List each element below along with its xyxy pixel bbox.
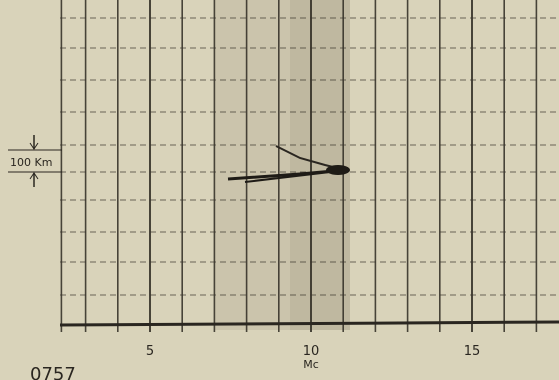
arrow (29, 172, 39, 180)
height-marker: 100 Km (8, 135, 62, 187)
x-tick-label: 5 (146, 344, 154, 359)
time-stamp: 0757 (30, 364, 76, 380)
x-tick-label: 10 (303, 344, 320, 359)
height-label: 100 Km (10, 156, 52, 169)
arrow (29, 142, 39, 150)
dark-band (290, 0, 350, 330)
x-tick-label: 15 (464, 344, 481, 359)
trace (326, 165, 350, 175)
baseline (59, 320, 559, 327)
x-axis-unit: Mc (303, 358, 319, 371)
echo-trace (227, 145, 350, 183)
grid (60, 0, 559, 332)
